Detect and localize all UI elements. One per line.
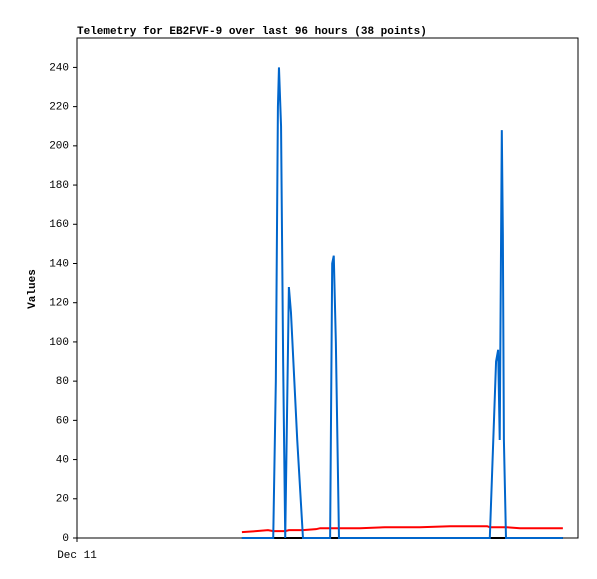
x-tick-label: Dec 11 (57, 550, 97, 562)
chart-title: Telemetry for EB2FVF-9 over last 96 hour… (77, 26, 427, 38)
y-tick-label: 0 (62, 533, 69, 545)
y-tick-label: 60 (56, 415, 69, 427)
y-tick-label: 200 (49, 141, 69, 153)
y-tick-label: 180 (49, 180, 69, 192)
y-tick-label: 40 (56, 454, 69, 466)
series-line (241, 525, 563, 534)
y-tick-label: 120 (49, 298, 69, 310)
y-tick-label: 160 (49, 219, 69, 231)
y-axis-label: Values (27, 269, 39, 309)
y-tick-label: 20 (56, 494, 69, 506)
y-tick-label: 220 (49, 102, 69, 114)
y-tick-label: 240 (49, 62, 69, 74)
series-line (241, 67, 563, 539)
y-tick-label: 140 (49, 258, 69, 270)
y-tick-label: 100 (49, 337, 69, 349)
y-tick-label: 80 (56, 376, 69, 388)
